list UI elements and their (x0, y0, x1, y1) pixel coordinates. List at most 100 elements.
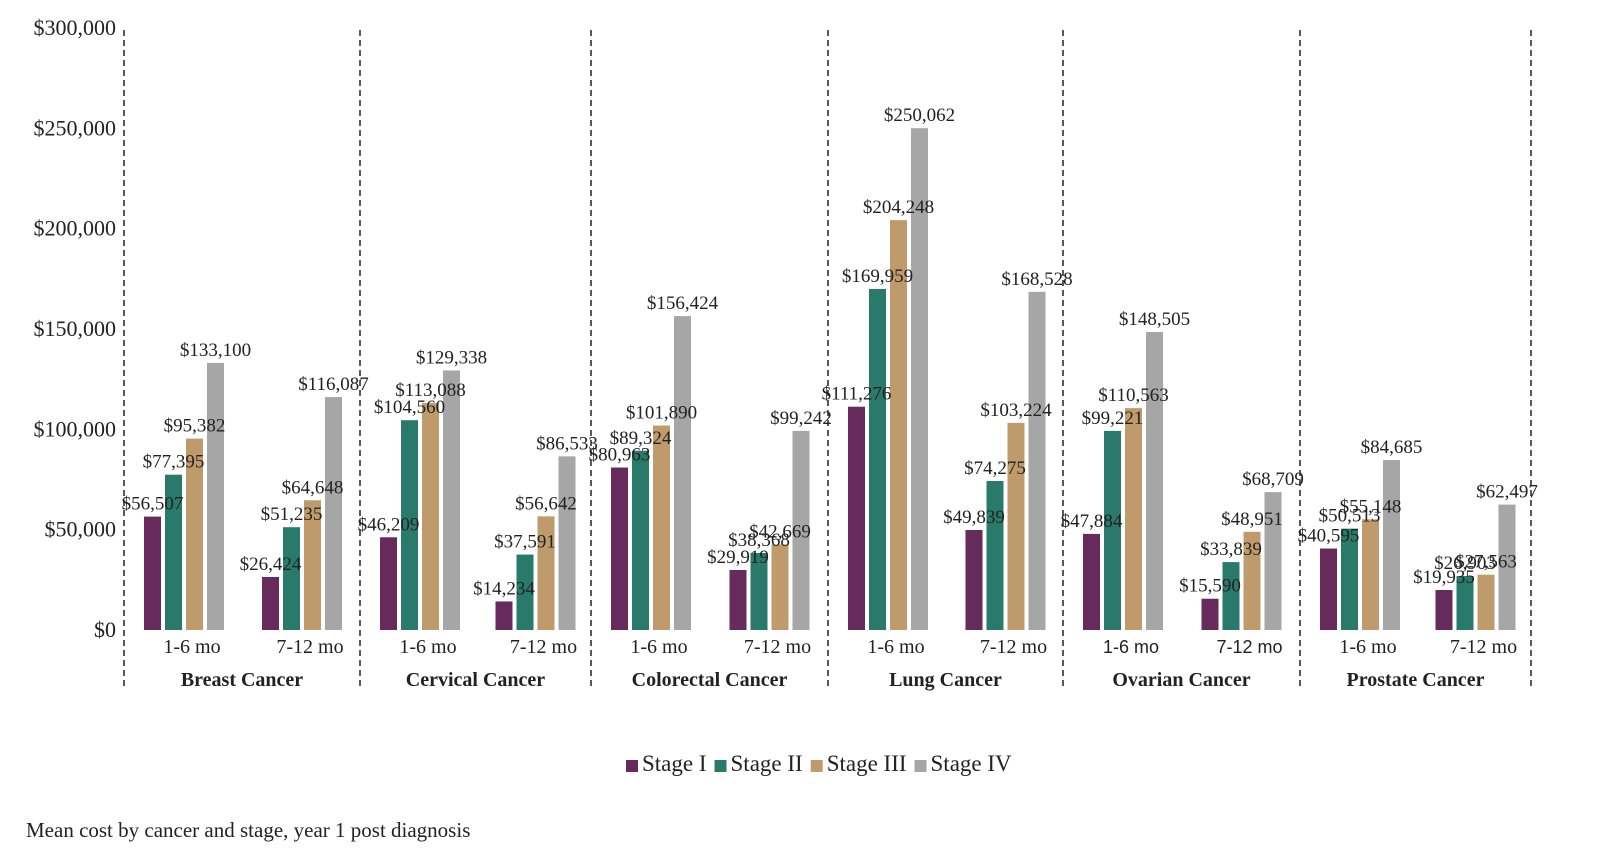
bar-stage-iii (1477, 574, 1495, 630)
period-label: 7-12 mo (980, 636, 1047, 658)
data-label: $48,951 (1221, 509, 1283, 530)
bar-stage-ii (283, 527, 300, 630)
legend-label: Stage IV (931, 751, 1013, 776)
data-label: $103,224 (980, 400, 1052, 421)
data-label: $33,839 (1200, 539, 1262, 560)
bar-stage-ii (516, 554, 534, 630)
data-label: $47,884 (1061, 511, 1123, 532)
bar-stage-iv (1383, 460, 1400, 630)
y-tick-label: $250,000 (34, 115, 117, 140)
data-label: $51,235 (261, 504, 323, 525)
data-label: $26,903 (1434, 553, 1496, 574)
y-tick-label: $0 (94, 617, 116, 642)
legend-swatch (914, 760, 927, 772)
y-tick-label: $150,000 (34, 316, 117, 341)
data-label: $110,563 (1098, 385, 1169, 406)
bar-stage-iv (207, 362, 224, 630)
data-label: $168,528 (1001, 269, 1072, 290)
bar-stage-i (380, 537, 397, 630)
y-tick-label: $200,000 (34, 216, 117, 241)
bar-stage-ii (869, 288, 886, 630)
data-label: $56,507 (122, 494, 184, 515)
bar-stage-i (1435, 589, 1453, 630)
bar-stage-i (611, 467, 628, 630)
bar-stage-i (965, 529, 983, 630)
data-label: $101,890 (626, 403, 697, 424)
period-label: 7-12 mo (276, 636, 343, 658)
group-label: Ovarian Cancer (1112, 669, 1250, 691)
legend-swatch (626, 760, 638, 772)
data-label: $113,088 (395, 380, 466, 401)
bar-stage-i (1201, 598, 1219, 630)
bar-stage-ii (750, 553, 768, 630)
bar-stage-iii (304, 500, 321, 630)
group-label: Cervical Cancer (406, 669, 546, 691)
data-label: $148,505 (1119, 309, 1190, 330)
data-label: $50,513 (1319, 506, 1381, 527)
data-label: $86,533 (536, 433, 598, 454)
bar-stage-ii (1456, 576, 1474, 630)
bar-stage-iv (325, 397, 342, 630)
bar-stage-ii (632, 450, 649, 630)
bar-stage-i (495, 601, 513, 630)
bar-stage-ii (986, 480, 1004, 630)
data-label: $27,563 (1455, 552, 1517, 573)
data-label: $80,963 (589, 445, 651, 466)
bar-stage-iii (1125, 408, 1142, 630)
bar-stage-iv (792, 430, 810, 630)
data-label: $84,685 (1361, 437, 1423, 458)
bar-stage-iii (890, 220, 907, 631)
group-label: Lung Cancer (889, 669, 1002, 691)
y-tick-label: $100,000 (34, 416, 117, 441)
data-label: $49,839 (943, 507, 1005, 528)
bar-stage-i (144, 516, 161, 630)
period-label: 1-6 mo (1339, 636, 1396, 658)
bar-stage-ii (1222, 562, 1240, 630)
data-label: $15,590 (1179, 576, 1241, 597)
group-label: Prostate Cancer (1347, 669, 1485, 691)
period-label: 1-6 mo (630, 636, 687, 658)
data-label: $250,062 (884, 105, 955, 126)
data-label: $55,148 (1340, 496, 1402, 517)
period-label: 7-12 mo (1216, 637, 1282, 657)
bar-stage-iv (1498, 504, 1516, 630)
data-label: $111,276 (822, 384, 892, 405)
bar-stage-ii (165, 474, 182, 630)
bar-stage-iii (1007, 422, 1025, 630)
bar-stage-iv (558, 456, 576, 630)
data-label: $156,424 (647, 293, 719, 314)
data-label: $169,959 (842, 266, 913, 287)
data-label: $129,338 (416, 347, 487, 368)
data-label: $89,324 (610, 428, 672, 449)
bar-stage-ii (1104, 430, 1121, 630)
bar-stage-iii (653, 425, 670, 630)
bar-stage-iii (186, 438, 203, 630)
data-label: $14,234 (473, 578, 535, 599)
group-label: Colorectal Cancer (632, 669, 788, 691)
legend-swatch (714, 760, 727, 772)
period-label: 7-12 mo (1450, 636, 1517, 658)
data-label: $74,275 (964, 458, 1026, 479)
bar-stage-iv (911, 128, 928, 630)
bar-stage-iii (1362, 519, 1379, 630)
data-label: $62,497 (1476, 482, 1538, 503)
bar-stage-iv (1028, 291, 1046, 630)
bar-stage-i (848, 406, 865, 630)
data-label: $99,221 (1082, 408, 1144, 429)
data-label: $204,248 (863, 197, 934, 218)
data-label: $104,560 (374, 397, 445, 418)
data-label: $46,209 (358, 514, 420, 535)
bar-stage-iv (1146, 331, 1163, 630)
y-tick-label: $50,000 (45, 517, 117, 542)
bar-stage-i (729, 569, 747, 630)
bar-stage-i (1083, 533, 1100, 630)
figure-caption: Mean cost by cancer and stage, year 1 po… (26, 818, 471, 842)
data-label: $37,591 (494, 532, 556, 553)
bar-stage-iii (422, 403, 439, 630)
legend-label: Stage I (642, 751, 707, 776)
data-label: $95,382 (164, 416, 226, 437)
period-label: 1-6 mo (399, 636, 456, 658)
data-label: $40,595 (1298, 526, 1360, 547)
y-tick-label: $300,000 (34, 15, 117, 40)
bar-stage-ii (1341, 528, 1358, 630)
